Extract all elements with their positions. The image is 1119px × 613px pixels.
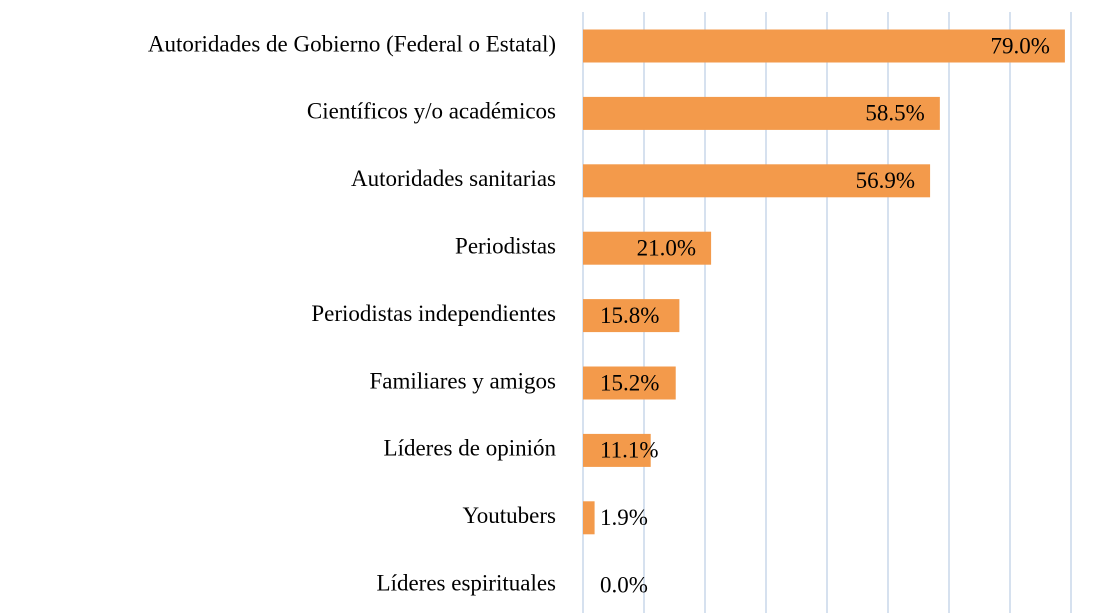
y-tick-label: Autoridades de Gobierno (Federal o Estat… — [148, 31, 556, 56]
y-tick-label: Líderes espirituales — [377, 570, 557, 595]
data-label: 1.9% — [600, 505, 648, 530]
data-label: 58.5% — [865, 101, 924, 126]
y-tick-label: Youtubers — [462, 503, 556, 528]
data-label: 21.0% — [637, 235, 696, 260]
data-label: 15.2% — [600, 370, 659, 395]
bar — [583, 96, 940, 130]
data-label: 15.8% — [600, 303, 659, 328]
bar — [583, 164, 931, 198]
y-tick-label: Periodistas — [455, 233, 556, 258]
y-tick-label: Familiares y amigos — [369, 368, 556, 393]
data-label: 79.0% — [990, 33, 1049, 58]
data-label: 11.1% — [600, 438, 659, 463]
y-tick-label: Científicos y/o académicos — [307, 99, 556, 124]
y-tick-label: Periodistas independientes — [311, 301, 556, 326]
y-tick-label: Autoridades sanitarias — [351, 166, 556, 191]
y-tick-label: Líderes de opinión — [384, 436, 557, 461]
data-label: 56.9% — [856, 168, 915, 193]
bar — [583, 501, 595, 535]
bar — [583, 433, 651, 467]
bar — [583, 366, 676, 400]
data-label: 0.0% — [600, 572, 648, 597]
bar — [583, 29, 1065, 63]
bar — [583, 299, 680, 333]
bar — [583, 231, 712, 265]
